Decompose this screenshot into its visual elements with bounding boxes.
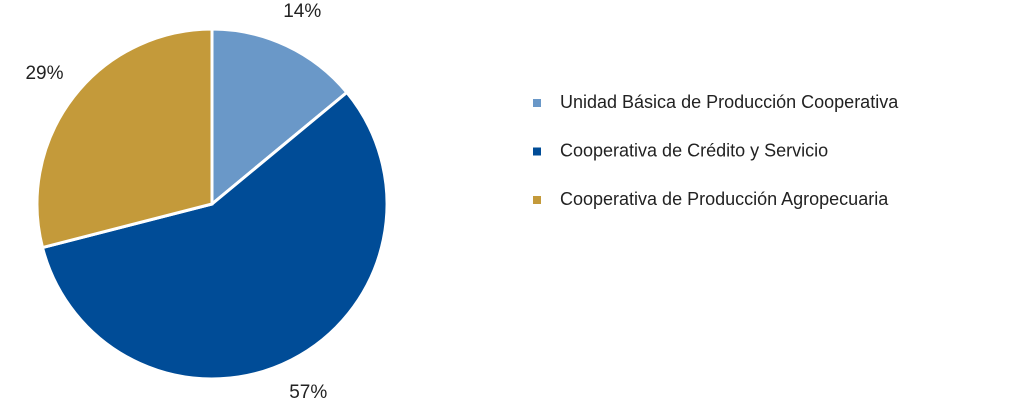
- legend-swatch: [533, 99, 541, 107]
- legend-swatch: [533, 196, 541, 204]
- legend-swatch: [533, 147, 541, 156]
- legend-text: Cooperativa de Crédito y Servicio: [560, 140, 828, 160]
- pie-slice: [210, 27, 349, 208]
- data-label: 14%: [283, 1, 321, 22]
- data-label: 57%: [289, 382, 327, 400]
- pie-slice: [40, 90, 389, 381]
- data-label: 29%: [25, 63, 63, 84]
- pie-slice: [35, 27, 214, 250]
- legend-text: Cooperativa de Producción Agropecuaria: [560, 189, 889, 209]
- legend-text: Unidad Básica de Producción Cooperativa: [560, 92, 899, 112]
